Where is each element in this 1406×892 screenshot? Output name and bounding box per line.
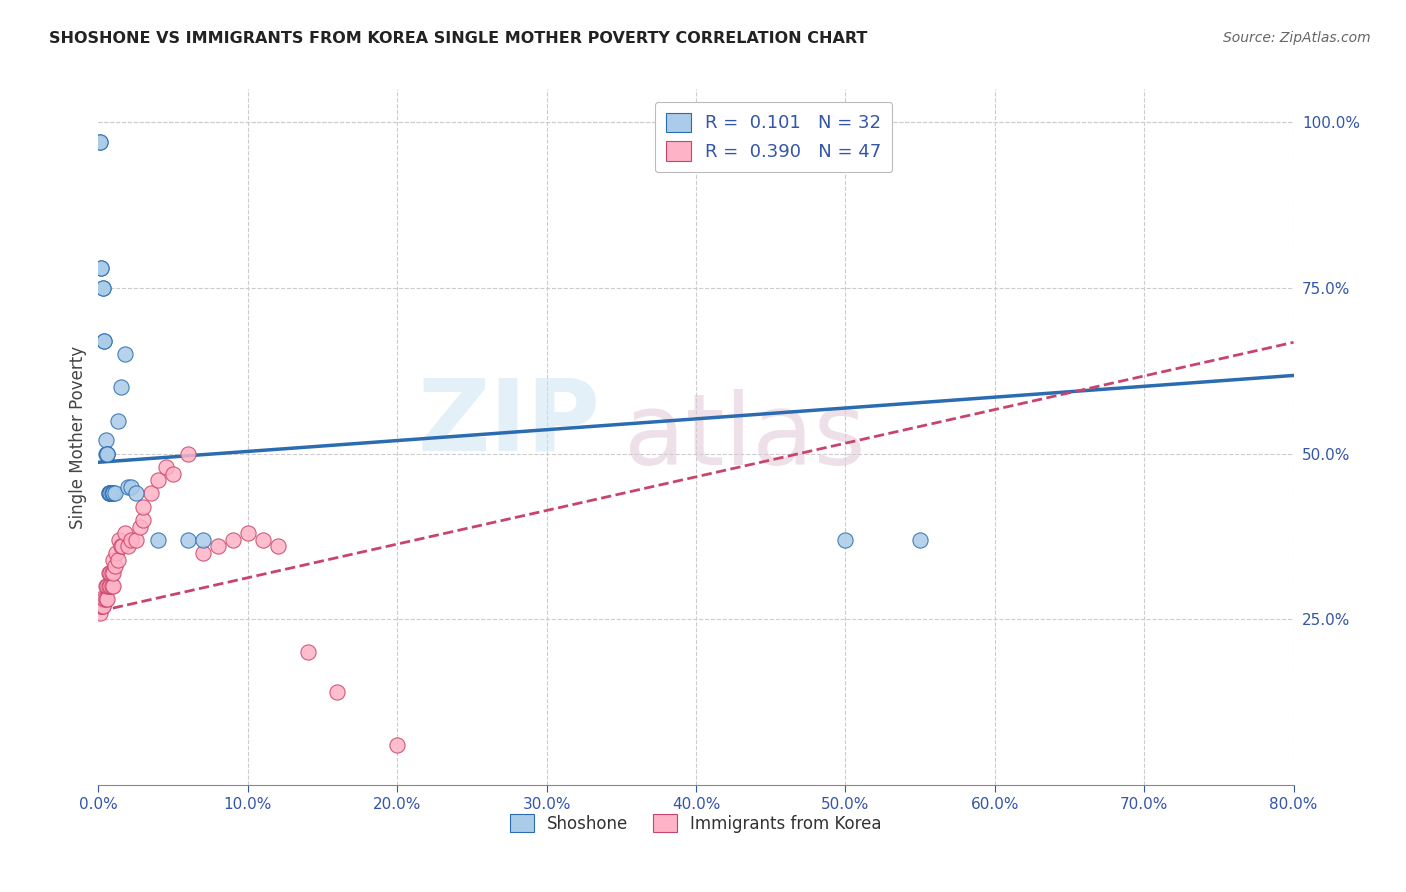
Point [103, 552, 125, 566]
Point [103, 579, 125, 593]
Point [98, 579, 122, 593]
Point [94, 447, 117, 461]
Point [110, 540, 132, 554]
Point [90, 599, 112, 613]
Point [103, 566, 125, 580]
Point [90, 599, 112, 613]
Point [108, 533, 131, 547]
Point [162, 467, 184, 481]
Point [96, 579, 118, 593]
Point [908, 533, 931, 547]
Point [104, 559, 127, 574]
Point [90, 261, 112, 276]
Point [93, 334, 115, 348]
Point [90, 261, 112, 276]
Text: atlas: atlas [624, 389, 866, 485]
Point [96, 592, 118, 607]
Point [97, 566, 120, 580]
Point [125, 533, 148, 547]
Point [89, 135, 111, 149]
Point [326, 685, 349, 699]
Text: Source: ZipAtlas.com: Source: ZipAtlas.com [1223, 31, 1371, 45]
Point [96, 447, 118, 461]
Point [107, 413, 129, 427]
Point [155, 459, 177, 474]
Point [132, 513, 155, 527]
Point [98, 486, 122, 500]
Point [120, 533, 142, 547]
Point [110, 380, 132, 394]
Point [191, 546, 214, 560]
Point [267, 540, 290, 554]
Point [125, 486, 148, 500]
Point [101, 486, 124, 500]
Point [101, 566, 124, 580]
Point [132, 500, 155, 514]
Point [148, 533, 170, 547]
Text: ZIP: ZIP [418, 375, 600, 472]
Point [97, 486, 120, 500]
Point [96, 447, 118, 461]
Point [297, 645, 319, 659]
Point [111, 540, 134, 554]
Point [834, 533, 856, 547]
Point [101, 579, 124, 593]
Point [103, 486, 125, 500]
Point [93, 592, 115, 607]
Point [104, 486, 127, 500]
Point [103, 486, 125, 500]
Point [148, 473, 170, 487]
Point [236, 526, 259, 541]
Text: SHOSHONE VS IMMIGRANTS FROM KOREA SINGLE MOTHER POVERTY CORRELATION CHART: SHOSHONE VS IMMIGRANTS FROM KOREA SINGLE… [49, 31, 868, 46]
Point [89, 606, 111, 620]
Point [107, 552, 129, 566]
Point [105, 546, 128, 560]
Point [129, 519, 152, 533]
Point [93, 334, 115, 348]
Point [191, 533, 214, 547]
Point [94, 592, 117, 607]
Point [120, 480, 142, 494]
Point [385, 738, 409, 752]
Point [139, 486, 162, 500]
Point [98, 566, 122, 580]
Point [97, 486, 120, 500]
Point [177, 447, 200, 461]
Point [97, 579, 120, 593]
Point [89, 135, 111, 149]
Point [177, 533, 200, 547]
Point [96, 447, 118, 461]
Point [117, 480, 139, 494]
Point [117, 540, 139, 554]
Point [98, 486, 122, 500]
Point [94, 579, 117, 593]
Point [114, 526, 136, 541]
Legend: Shoshone, Immigrants from Korea: Shoshone, Immigrants from Korea [503, 807, 889, 839]
Point [91, 599, 114, 613]
Point [91, 281, 114, 295]
Point [114, 347, 136, 361]
Point [91, 281, 114, 295]
Point [91, 599, 114, 613]
Point [207, 540, 229, 554]
Point [89, 592, 111, 607]
Point [94, 434, 117, 448]
Point [252, 533, 274, 547]
Y-axis label: Single Mother Poverty: Single Mother Poverty [69, 345, 87, 529]
Point [222, 533, 245, 547]
